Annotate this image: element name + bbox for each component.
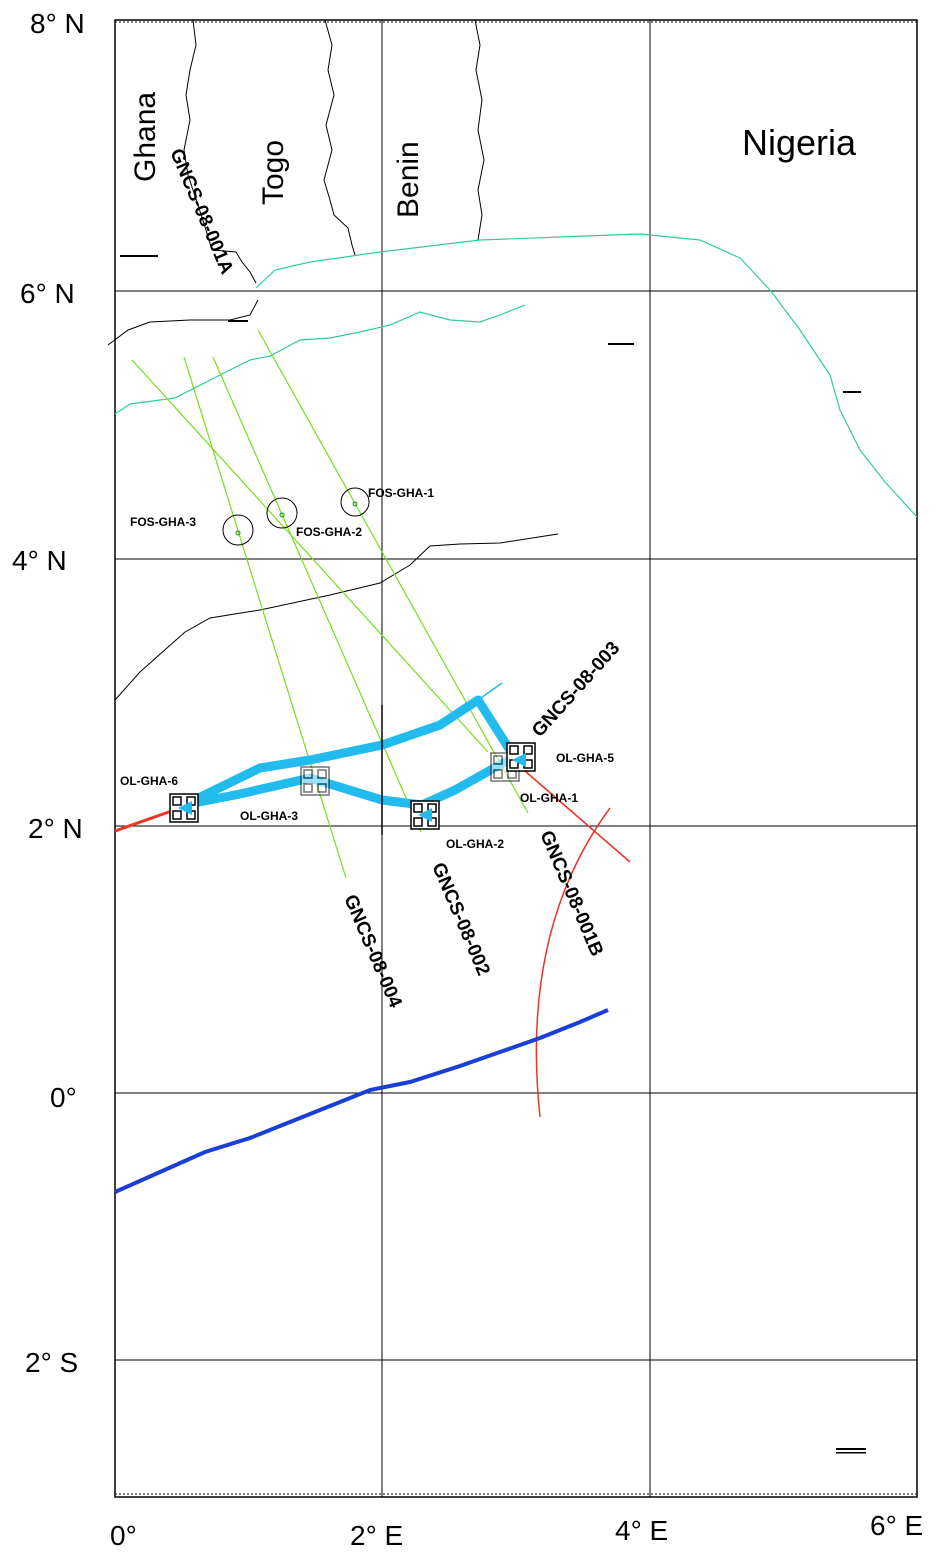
lat-label-2n: 2° N [28,813,83,844]
country-nigeria: Nigeria [742,122,857,163]
arrow-ol6 [178,801,192,815]
country-togo: Togo [257,140,290,205]
fos-ghana-1-dot [352,501,358,507]
annotation-mark [836,1448,866,1450]
survey-label-003: GNCS-08-003 [528,638,624,742]
red-route-west [114,806,181,833]
lat-label-2s: 2° S [25,1347,78,1378]
lon-label-2e: 2° E [350,1520,403,1551]
map-frame [114,19,918,1498]
arrow-ol2 [418,808,432,822]
red-routes [114,764,631,1118]
fos-ghana-2-dot [279,512,285,518]
country-benin: Benin [392,141,425,218]
ol-ghana-6-marker [169,793,199,823]
shelf-contour [114,533,559,701]
country-ghana: Ghana [129,92,162,182]
annotation-mark [228,320,248,322]
red-route-east [517,764,631,863]
annotation-mark [843,391,861,393]
lon-label-0: 0° [110,1520,137,1551]
border-benin-nigeria [474,19,485,241]
fos-ghana-1-label: FOS-GHA-1 [368,486,434,500]
fos-ghana-3-dot [235,530,241,536]
lat-label-8n: 8° N [30,8,85,39]
lon-label-6e: 6° E [870,1510,923,1541]
survey-tracks [131,329,529,879]
coast-offshore [114,304,526,415]
border-ghana-togo [183,19,257,284]
lat-label-0: 0° [50,1082,77,1113]
coastline-gulf [107,299,259,346]
route-arrows [178,753,526,822]
cyan-route-loop [182,695,520,810]
minor-annotations [120,255,866,1454]
ol-ghana-5-label: OL-GHA-5 [556,751,614,765]
fos-ghana-1-marker [340,487,370,517]
fos-ghana-2-marker [266,497,298,529]
red-route-south [535,807,611,1118]
coast-lines [114,233,918,518]
annotation-mark [836,1452,866,1454]
border-togo-benin [323,19,356,256]
survey-label-001a: GNCS-08-001A [165,146,237,278]
ol-ghana-3-label: OL-GHA-3 [240,809,298,823]
lat-label-4n: 4° N [12,545,67,576]
fos-markers [222,487,370,546]
ol-ghana-3-marker [300,766,330,796]
coast-main [255,233,918,518]
lon-label-4e: 4° E [615,1515,668,1546]
blue-route [114,1008,609,1194]
country-borders [107,19,559,701]
survey-label-002: GNCS-08-002 [427,860,493,979]
ol-ghana-1-label: OL-GHA-1 [520,791,578,805]
annotation-mark [608,343,634,345]
fos-ghana-3-marker [222,514,254,546]
fos-ghana-2-label: FOS-GHA-2 [296,525,362,539]
ol-ghana-2-marker [410,800,440,830]
fos-ghana-3-label: FOS-GHA-3 [130,515,196,529]
arrow-ol5 [512,753,526,767]
track-003 [131,359,489,753]
survey-label-004: GNCS-08-004 [339,892,406,1011]
ol-ghana-6-label: OL-GHA-6 [120,774,178,788]
cyan-route-tail [477,682,503,701]
annotation-mark [120,255,158,257]
track-002 [212,356,422,833]
ol-ghana-2-label: OL-GHA-2 [446,837,504,851]
survey-label-001b: GNCS-08-001B [535,828,607,960]
lat-label-6n: 6° N [20,278,75,309]
track-001a [257,329,529,814]
